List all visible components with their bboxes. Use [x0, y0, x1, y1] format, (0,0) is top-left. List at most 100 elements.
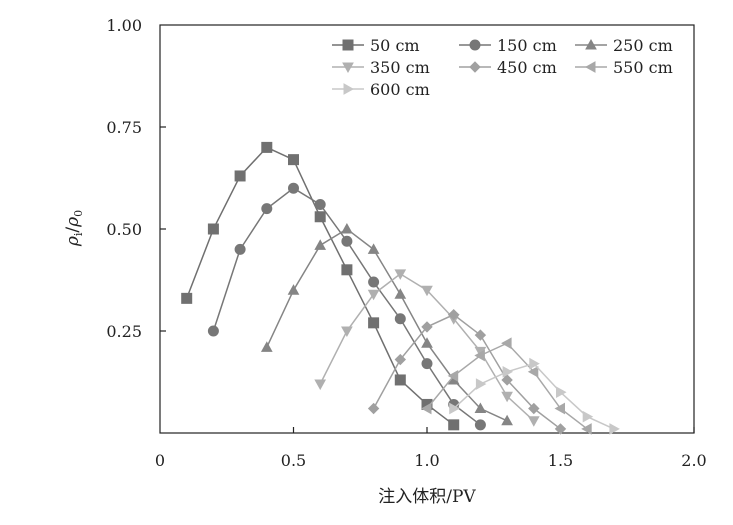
data-point	[181, 292, 193, 304]
y-axis-rho-2: ρ	[63, 217, 83, 228]
legend-label: 600 cm	[370, 80, 430, 99]
data-point	[609, 423, 620, 435]
legend-label: 250 cm	[613, 36, 673, 55]
data-point	[341, 235, 353, 247]
data-point	[475, 378, 487, 390]
series-600-cm	[449, 357, 620, 435]
data-point	[394, 374, 406, 386]
data-point	[288, 154, 299, 166]
data-point	[261, 141, 273, 153]
data-point	[474, 329, 487, 341]
legend-marker	[469, 61, 481, 73]
x-axis-ticks: 0 0.5 1.0 1.5 2.0	[155, 427, 707, 470]
data-point	[394, 288, 407, 299]
data-point	[314, 211, 326, 223]
data-point	[527, 365, 539, 378]
data-point	[368, 276, 380, 288]
legend-item: 450 cm	[459, 58, 557, 77]
series-line	[372, 313, 561, 430]
legend-label: 50 cm	[370, 36, 420, 55]
x-tick-label: 1.0	[414, 451, 439, 470]
data-point	[261, 203, 273, 215]
data-point	[554, 402, 565, 415]
data-point	[421, 321, 433, 333]
data-point	[287, 284, 300, 295]
y-axis-slash: /	[63, 227, 83, 233]
series-150-cm	[207, 182, 486, 431]
y-axis-sub-i: i	[72, 232, 85, 236]
series-250-cm	[260, 222, 513, 426]
data-point	[260, 341, 273, 352]
series-550-cm	[420, 337, 592, 435]
x-tick-label: 0	[155, 451, 165, 470]
data-point	[207, 325, 219, 337]
legend-label: 450 cm	[497, 58, 557, 77]
data-point	[474, 402, 487, 414]
data-point	[234, 243, 246, 255]
data-point	[367, 402, 380, 415]
data-point	[501, 391, 513, 403]
y-tick-label: 0.50	[106, 220, 142, 239]
legend-item: 600 cm	[332, 80, 430, 99]
data-point	[527, 416, 540, 427]
data-point	[341, 222, 353, 234]
data-point	[421, 358, 433, 370]
data-point	[581, 423, 592, 435]
data-point	[367, 289, 380, 301]
legend-item: 50 cm	[332, 36, 420, 55]
y-tick-label: 1.00	[106, 16, 142, 35]
series-450-cm	[367, 308, 567, 435]
y-tick-label: 0.75	[106, 118, 142, 137]
legend-marker	[585, 38, 597, 50]
data-point	[234, 170, 246, 182]
data-point	[368, 317, 380, 329]
series-line	[266, 228, 508, 422]
data-point	[341, 264, 353, 276]
legend-item: 350 cm	[332, 58, 430, 77]
x-tick-label: 1.5	[548, 451, 573, 470]
legend-label: 150 cm	[497, 36, 557, 55]
data-point	[394, 313, 406, 325]
y-axis-sub-0: 0	[72, 210, 85, 217]
legend: 50 cm 150 cm 250 cm 350 cm 450 cm 550 cm 600 c…	[332, 36, 673, 99]
data-point	[288, 182, 299, 194]
series-50-cm	[181, 141, 460, 431]
legend-label: 350 cm	[370, 58, 430, 77]
data-point	[447, 308, 460, 321]
x-tick-label: 2.0	[681, 451, 706, 470]
data-point	[554, 423, 567, 435]
data-point	[394, 353, 407, 366]
y-axis-rho-1: ρ	[63, 236, 83, 247]
data-point	[447, 370, 459, 382]
series-350-cm	[314, 269, 540, 427]
data-point	[582, 410, 594, 423]
data-point	[314, 239, 327, 250]
data-point	[420, 402, 432, 415]
legend-item: 250 cm	[575, 36, 673, 55]
data-point	[314, 199, 326, 211]
legend-item: 150 cm	[459, 36, 557, 55]
data-point	[421, 337, 433, 348]
data-point	[501, 414, 513, 426]
data-point	[502, 365, 514, 378]
data-point	[314, 379, 327, 391]
data-point	[528, 402, 540, 415]
legend-label: 550 cm	[613, 58, 673, 77]
legend-marker	[342, 62, 354, 74]
data-point	[448, 419, 460, 431]
data-point	[341, 326, 353, 338]
data-point	[367, 243, 380, 254]
data-point	[501, 374, 513, 386]
y-axis-title: ρi/ρ0	[63, 210, 85, 247]
data-point	[207, 223, 219, 235]
y-tick-label: 0.25	[106, 322, 142, 341]
data-point	[449, 402, 460, 415]
x-axis-title: 注入体积/PV	[378, 487, 476, 507]
data-point	[421, 285, 433, 297]
data-point	[556, 386, 567, 399]
data-point	[474, 349, 485, 362]
x-tick-label: 0.5	[281, 451, 306, 470]
legend-marker	[469, 39, 481, 51]
series-layer	[181, 141, 620, 435]
